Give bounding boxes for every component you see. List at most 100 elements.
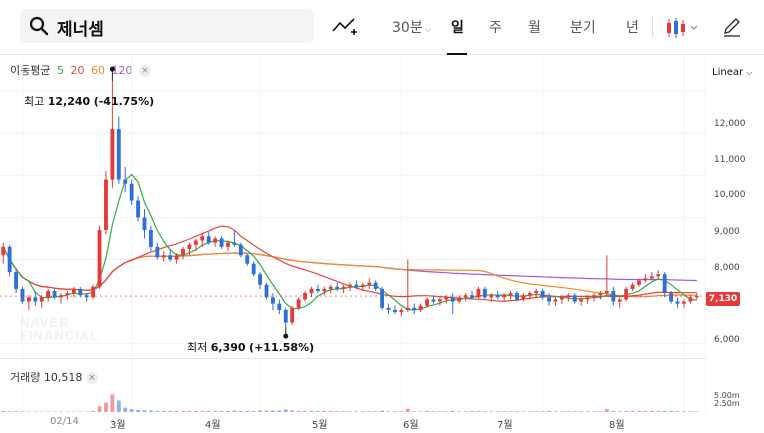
volume-bar: [373, 411, 378, 412]
volume-bar: [7, 411, 12, 412]
toolbar-divider: [652, 17, 653, 37]
pencil-icon[interactable]: [722, 16, 742, 38]
candle-body: [1, 246, 6, 256]
indicator-add-icon[interactable]: [332, 15, 358, 39]
close-icon[interactable]: ×: [138, 65, 151, 77]
volume-bar: [630, 410, 635, 412]
candle-body: [508, 293, 513, 296]
volume-bar: [367, 411, 372, 412]
volume-bar: [136, 409, 140, 412]
candle-body: [457, 297, 462, 302]
x-axis-label: 6월: [403, 420, 419, 431]
y-axis-label: 6,000: [714, 335, 740, 345]
volume-bar: [405, 408, 410, 412]
volume-bar: [527, 411, 532, 412]
volume-bar: [322, 410, 327, 412]
volume-legend[interactable]: 거래량 10,518 ×: [10, 369, 98, 385]
current-price-badge: 7,130: [706, 292, 740, 306]
candle-body: [155, 246, 160, 258]
volume-bar: [502, 411, 507, 412]
volume-bar: [52, 411, 57, 412]
volume-label: 거래량: [10, 371, 41, 384]
candle-body: [7, 246, 12, 273]
volume-bar: [476, 410, 481, 412]
volume-bar: [656, 410, 661, 412]
x-axis-label: 4월: [205, 420, 221, 431]
naver-financial-watermark: NAVER FINANCIAL: [20, 316, 99, 342]
candle-body: [258, 274, 263, 285]
candle-body: [476, 288, 481, 298]
candle-body: [91, 286, 96, 298]
volume-bar: [515, 411, 519, 412]
candle-body: [97, 230, 102, 287]
volume-bar: [553, 411, 558, 412]
volume-bar: [1, 410, 6, 412]
tab-day[interactable]: 일: [451, 20, 464, 36]
candle-body: [431, 299, 436, 302]
volume-bar: [489, 411, 494, 412]
volume-bar: [611, 410, 616, 412]
candle-body: [181, 248, 185, 256]
tab-quarter[interactable]: 분기: [570, 20, 596, 36]
volume-bar: [174, 410, 179, 412]
candle-body: [245, 255, 250, 264]
volume-bar: [226, 410, 230, 412]
low-marker-dot: [283, 333, 289, 339]
candle-body: [136, 200, 140, 218]
volume-bar: [46, 411, 51, 412]
candle-body: [495, 295, 500, 298]
low-price-annotation: 최저 6,390 (+11.58%): [187, 339, 314, 355]
candle-body: [20, 288, 25, 302]
volume-bar: [572, 411, 577, 412]
tab-month[interactable]: 월: [528, 20, 541, 36]
volume-bar: [271, 410, 275, 412]
candle-body: [624, 288, 629, 300]
candle-body: [213, 238, 218, 243]
candle-body: [540, 291, 545, 298]
volume-bar: [161, 410, 166, 412]
volume-bar: [91, 410, 96, 412]
moving-average-legend[interactable]: 이동평균 5 20 60 120 ×: [10, 62, 154, 78]
volume-bar: [155, 410, 160, 412]
ma-5-label: 5: [56, 64, 64, 77]
volume-bar: [181, 410, 185, 412]
volume-bar: [643, 410, 648, 412]
candle-body: [373, 282, 378, 289]
volume-bar: [251, 410, 256, 412]
volume-bar: [482, 411, 487, 412]
low-value: 6,390: [210, 341, 246, 354]
candle-body: [322, 288, 327, 292]
candle-body: [206, 236, 211, 243]
volume-bar: [84, 411, 89, 412]
volume-bar: [399, 411, 404, 412]
price-chart[interactable]: [0, 56, 706, 414]
candle-body: [78, 288, 83, 296]
search-box[interactable]: 제너셈: [20, 9, 314, 43]
candle-body: [238, 244, 243, 256]
volume-bar: [328, 410, 333, 412]
candle-body: [200, 236, 205, 241]
candle-body: [168, 255, 173, 260]
ma-120-label: 120: [111, 64, 133, 77]
volume-bar: [637, 410, 641, 412]
volume-bar: [264, 410, 269, 412]
candle-body: [682, 301, 686, 304]
volume-bar: [258, 410, 263, 412]
volume-bar: [617, 411, 622, 412]
scale-mode-button[interactable]: Linear ⌵: [712, 67, 752, 78]
volume-bar: [65, 411, 70, 412]
tab-week[interactable]: 주: [489, 20, 502, 36]
tab-30min[interactable]: 30분 ⌵: [392, 17, 432, 37]
volume-bar: [604, 409, 609, 412]
close-icon[interactable]: ×: [85, 372, 98, 384]
candle-body: [604, 291, 609, 294]
candle-body: [290, 307, 295, 323]
candle-body: [425, 299, 429, 306]
candlestick-type-icon[interactable]: [664, 15, 700, 41]
volume-bar: [579, 411, 584, 412]
candle-body: [617, 299, 622, 302]
candle-body: [271, 297, 275, 304]
volume-bar: [71, 411, 76, 412]
tab-year[interactable]: 년: [626, 20, 639, 36]
volume-bar: [14, 411, 18, 412]
